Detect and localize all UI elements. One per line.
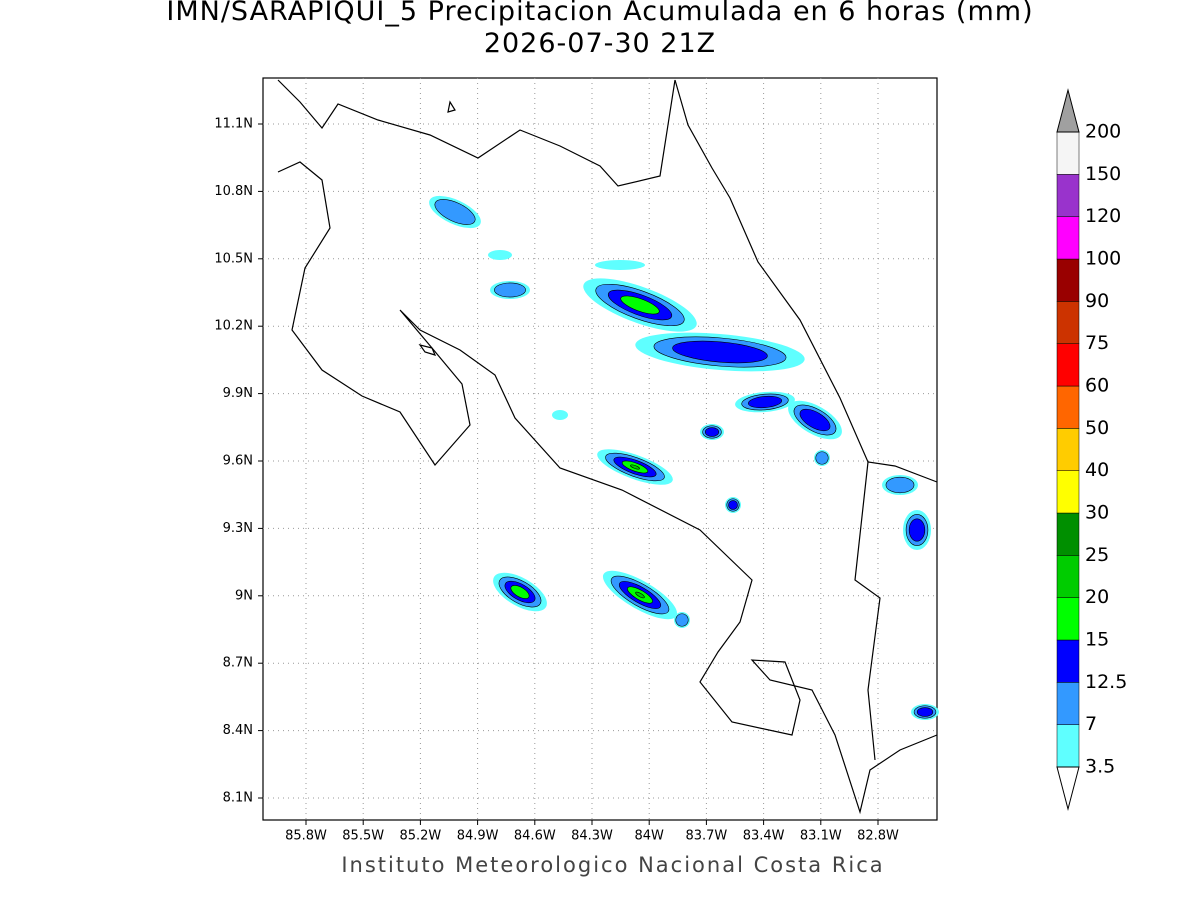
lon-label: 84W	[634, 829, 664, 844]
lon-label: 83.1W	[800, 829, 842, 844]
colorbar-label: 200	[1085, 121, 1121, 143]
colorbar-band	[1056, 682, 1080, 725]
colorbar-label: 60	[1085, 375, 1109, 397]
colorbar-band	[1056, 131, 1080, 175]
lat-label: 10.8N	[214, 184, 253, 199]
axes: 11.1N 10.8N 10.5N 10.2N 9.9N 9.6N 9.3N 9N 8.7N 8.…	[214, 117, 899, 844]
rain-cell	[747, 395, 783, 409]
rain-cell	[488, 250, 512, 260]
colorbar-band	[1056, 428, 1080, 471]
precipitation	[429, 195, 939, 720]
rain-cell	[620, 295, 660, 315]
colorbar-band	[1056, 216, 1080, 260]
colorbar-label: 12.5	[1085, 671, 1127, 693]
lat-label: 10.2N	[214, 319, 253, 334]
colorbar-band	[1056, 597, 1080, 641]
colorbar-label: 7	[1085, 713, 1097, 735]
footer: Instituto Meteorologico Nacional Costa R…	[341, 853, 884, 877]
colorbar-label: 20	[1085, 586, 1109, 608]
lat-label: 10.5N	[214, 251, 253, 266]
colorbar-under	[1056, 766, 1080, 811]
map-plot	[262, 77, 939, 821]
colorbar: 3.5 7 12.5 15 20 25 30 40 50 60 75 90 100 120 150 200	[1056, 88, 1127, 811]
colorbar-band	[1056, 470, 1080, 514]
grid	[263, 78, 937, 820]
colorbar-band	[1056, 258, 1080, 302]
lat-label: 8.7N	[223, 656, 253, 671]
title: IMN/SARAPIQUI_5 Precipitacion Acumulada …	[166, 0, 1033, 27]
colorbar-over	[1056, 88, 1080, 133]
colorbar-label: 90	[1085, 290, 1109, 312]
colorbar-band	[1056, 301, 1080, 344]
coastline	[277, 161, 938, 815]
rain-cell	[635, 591, 645, 599]
rain-cell	[494, 282, 526, 298]
lon-label: 84.9W	[457, 829, 499, 844]
colorbar-band	[1056, 343, 1080, 387]
rain-cell	[799, 408, 831, 432]
lon-label: 84.6W	[514, 829, 556, 844]
coastline	[277, 79, 676, 187]
rain-cell	[908, 518, 926, 542]
border	[854, 461, 881, 761]
colorbar-label: 3.5	[1085, 756, 1115, 778]
lat-label: 9.6N	[223, 454, 253, 469]
lon-label: 85.5W	[342, 829, 384, 844]
colorbar-label: 40	[1085, 459, 1109, 481]
rain-cell	[510, 585, 530, 599]
colorbar-label: 15	[1085, 629, 1109, 651]
colorbar-label: 30	[1085, 502, 1109, 524]
coastline	[418, 100, 456, 356]
rain-cell	[728, 500, 738, 510]
colorbar-label: 120	[1085, 205, 1121, 227]
colorbar-band	[1056, 174, 1080, 217]
rain-cell	[672, 340, 768, 364]
colorbar-label: 75	[1085, 332, 1109, 354]
colorbar-band	[1056, 555, 1080, 598]
lat-label: 9N	[235, 588, 253, 603]
rain-cell	[434, 199, 476, 225]
colorbar-label: 50	[1085, 417, 1109, 439]
coastlines	[277, 79, 938, 815]
lat-label: 11.1N	[214, 117, 253, 132]
subtitle: 2026-07-30 21Z	[484, 28, 716, 59]
rain-cell	[630, 464, 640, 470]
lon-label: 82.8W	[857, 829, 899, 844]
colorbar-band	[1056, 724, 1080, 768]
colorbar-band	[1056, 385, 1080, 429]
lon-label: 85.2W	[399, 829, 441, 844]
coastline	[674, 79, 938, 483]
lat-label: 8.1N	[223, 791, 253, 806]
colorbar-label: 25	[1085, 544, 1109, 566]
plot-frame	[262, 77, 938, 821]
rain-cell	[552, 410, 568, 420]
colorbar-band	[1056, 639, 1080, 683]
colorbar-label: 150	[1085, 163, 1121, 185]
rain-cell	[595, 260, 645, 270]
lon-label: 83.4W	[743, 829, 785, 844]
lon-label: 85.8W	[285, 829, 327, 844]
lat-label: 8.4N	[223, 723, 253, 738]
rain-cell	[885, 476, 915, 494]
colorbar-band	[1056, 512, 1080, 556]
colorbar-label: 100	[1085, 248, 1121, 270]
rain-cell	[815, 451, 829, 465]
rain-cell	[675, 613, 689, 627]
lon-label: 83.7W	[685, 829, 727, 844]
rain-cell	[704, 427, 720, 437]
lat-label: 9.3N	[223, 521, 253, 536]
lon-label: 84.3W	[571, 829, 613, 844]
lat-label: 9.9N	[223, 386, 253, 401]
rain-cell	[916, 707, 934, 717]
